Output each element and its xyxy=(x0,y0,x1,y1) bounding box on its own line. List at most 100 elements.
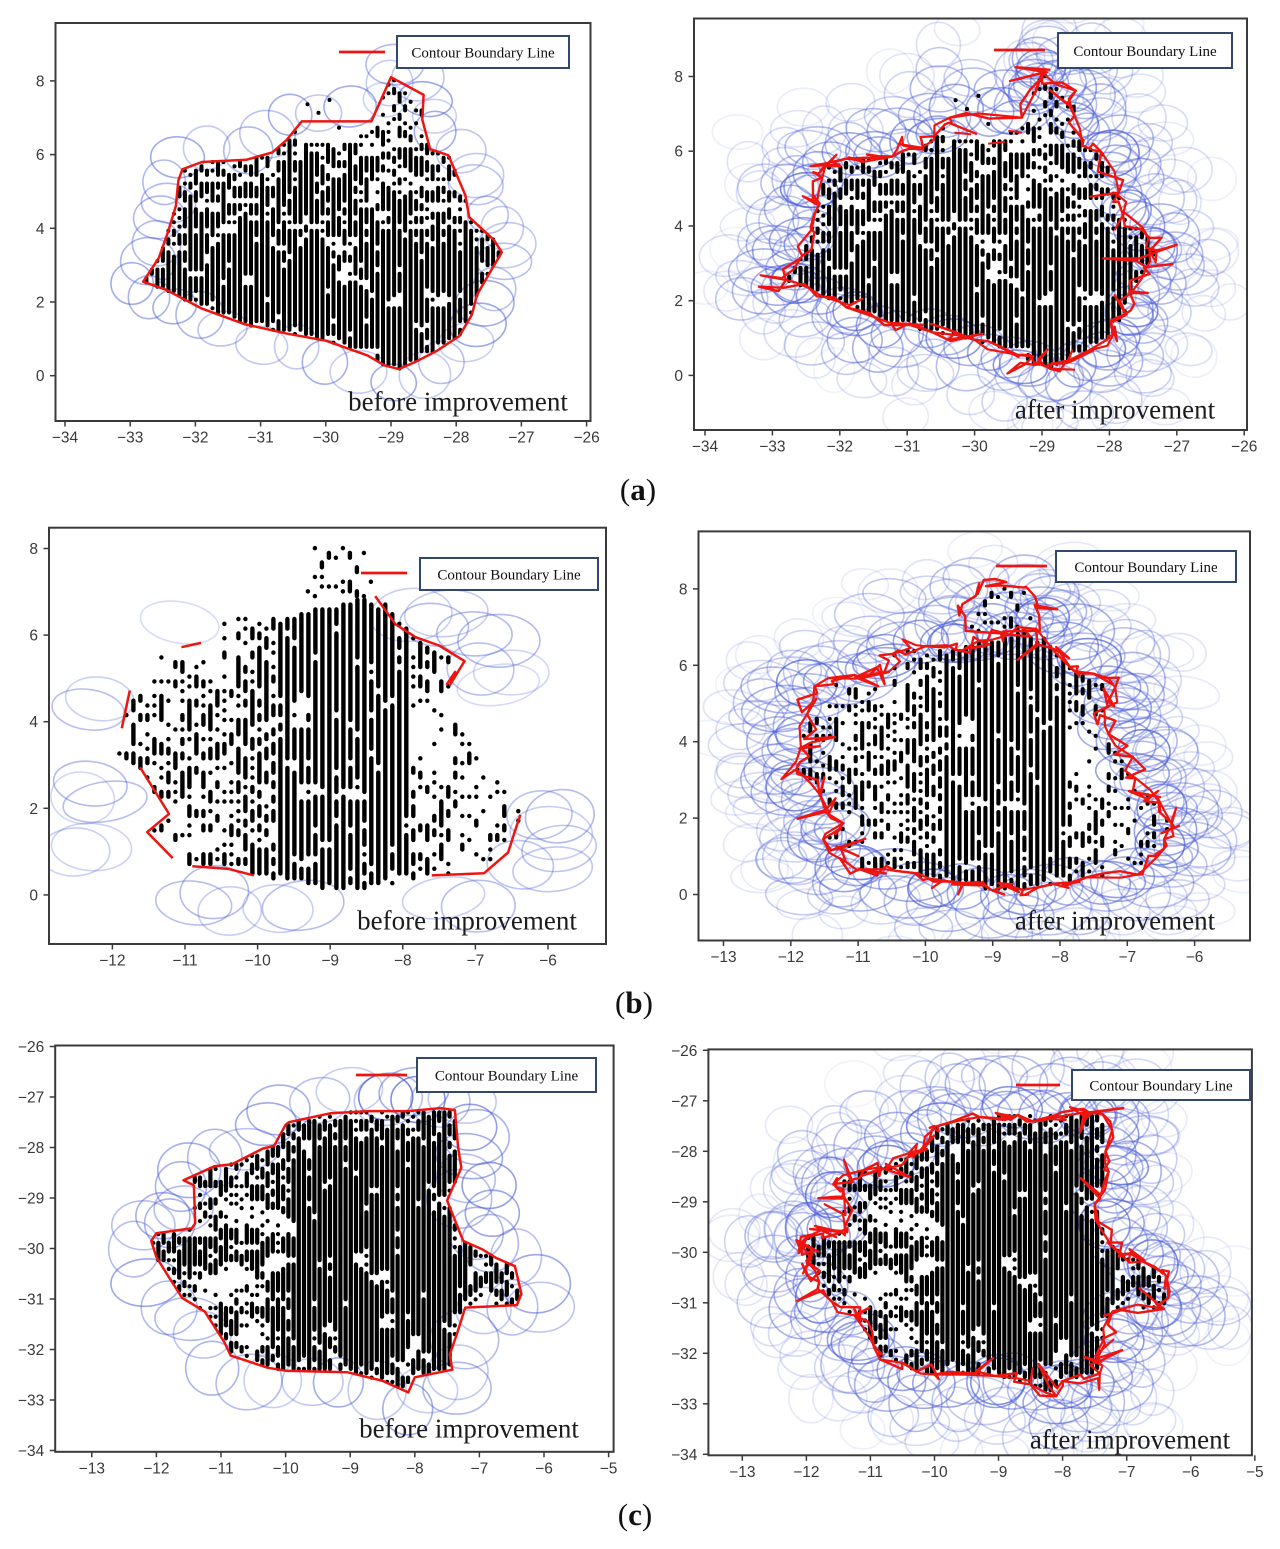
svg-text:(c): (c) xyxy=(618,1497,652,1532)
svg-text:−31: −31 xyxy=(247,430,273,447)
svg-text:−8: −8 xyxy=(1051,949,1069,966)
svg-text:−34: −34 xyxy=(671,1447,698,1464)
svg-text:−9: −9 xyxy=(321,953,339,970)
svg-text:−30: −30 xyxy=(671,1245,698,1262)
svg-text:before improvement: before improvement xyxy=(348,387,568,417)
svg-text:−34: −34 xyxy=(18,1443,45,1460)
svg-text:−11: −11 xyxy=(846,949,871,966)
svg-text:Contour Boundary Line: Contour Boundary Line xyxy=(435,1069,579,1085)
svg-text:8: 8 xyxy=(674,69,683,86)
svg-text:8: 8 xyxy=(29,541,38,558)
svg-text:−28: −28 xyxy=(1096,439,1122,456)
svg-text:−5: −5 xyxy=(600,1460,618,1477)
svg-text:before improvement: before improvement xyxy=(357,906,577,936)
svg-text:−7: −7 xyxy=(467,953,485,970)
svg-text:−26: −26 xyxy=(671,1043,697,1060)
svg-text:−31: −31 xyxy=(894,439,920,456)
svg-text:−33: −33 xyxy=(671,1396,697,1413)
svg-text:−28: −28 xyxy=(18,1140,44,1157)
svg-text:4: 4 xyxy=(36,221,45,238)
svg-text:−29: −29 xyxy=(671,1194,697,1211)
svg-text:Contour Boundary Line: Contour Boundary Line xyxy=(437,568,581,584)
svg-text:−31: −31 xyxy=(671,1295,697,1312)
svg-text:−9: −9 xyxy=(984,949,1002,966)
svg-text:−5: −5 xyxy=(1246,1464,1264,1481)
svg-text:Contour Boundary Line: Contour Boundary Line xyxy=(411,46,555,62)
svg-text:−10: −10 xyxy=(272,1460,299,1477)
svg-text:−30: −30 xyxy=(18,1241,45,1258)
svg-text:2: 2 xyxy=(29,801,38,818)
svg-text:Contour Boundary Line: Contour Boundary Line xyxy=(1074,560,1218,576)
svg-text:−34: −34 xyxy=(52,430,79,447)
svg-text:6: 6 xyxy=(679,658,688,675)
svg-text:−6: −6 xyxy=(539,953,557,970)
svg-text:−12: −12 xyxy=(99,953,125,970)
svg-text:−33: −33 xyxy=(117,430,143,447)
svg-text:0: 0 xyxy=(674,368,683,385)
svg-text:−32: −32 xyxy=(671,1346,697,1363)
svg-text:−11: −11 xyxy=(172,953,197,970)
svg-text:−26: −26 xyxy=(18,1039,44,1056)
svg-text:−12: −12 xyxy=(143,1460,169,1477)
svg-text:−13: −13 xyxy=(710,949,736,966)
svg-text:after improvement: after improvement xyxy=(1015,906,1216,936)
svg-text:−9: −9 xyxy=(341,1460,359,1477)
svg-text:before improvement: before improvement xyxy=(359,1414,579,1444)
svg-text:−7: −7 xyxy=(1118,1464,1136,1481)
svg-text:2: 2 xyxy=(36,295,45,312)
svg-text:−11: −11 xyxy=(208,1460,233,1477)
svg-text:6: 6 xyxy=(36,147,45,164)
svg-text:−31: −31 xyxy=(18,1292,44,1309)
svg-text:−27: −27 xyxy=(18,1090,44,1107)
svg-text:−6: −6 xyxy=(535,1460,553,1477)
svg-text:−7: −7 xyxy=(471,1460,489,1477)
svg-text:−26: −26 xyxy=(573,430,599,447)
svg-text:0: 0 xyxy=(679,887,688,904)
svg-text:−10: −10 xyxy=(244,953,271,970)
svg-text:−6: −6 xyxy=(1182,1464,1200,1481)
svg-text:−34: −34 xyxy=(692,439,719,456)
svg-text:−10: −10 xyxy=(912,949,939,966)
svg-text:−12: −12 xyxy=(793,1464,819,1481)
svg-text:−33: −33 xyxy=(18,1393,44,1410)
svg-text:−27: −27 xyxy=(508,430,534,447)
svg-text:4: 4 xyxy=(674,219,683,236)
svg-text:−9: −9 xyxy=(990,1464,1008,1481)
svg-text:6: 6 xyxy=(29,628,38,645)
svg-text:Contour Boundary Line: Contour Boundary Line xyxy=(1073,44,1217,60)
svg-text:−32: −32 xyxy=(182,430,208,447)
svg-text:−8: −8 xyxy=(1054,1464,1072,1481)
svg-text:8: 8 xyxy=(36,73,45,90)
svg-text:4: 4 xyxy=(679,734,688,751)
svg-text:−29: −29 xyxy=(378,430,404,447)
svg-text:(a): (a) xyxy=(620,472,656,507)
svg-text:−33: −33 xyxy=(759,439,785,456)
svg-text:Contour Boundary Line: Contour Boundary Line xyxy=(1089,1079,1233,1095)
svg-text:−8: −8 xyxy=(406,1460,424,1477)
svg-text:after improvement: after improvement xyxy=(1030,1425,1231,1455)
svg-text:8: 8 xyxy=(679,581,688,598)
svg-text:−32: −32 xyxy=(827,439,853,456)
svg-text:−27: −27 xyxy=(1164,439,1190,456)
svg-text:(b): (b) xyxy=(615,985,653,1020)
svg-text:after improvement: after improvement xyxy=(1015,395,1216,425)
svg-text:−30: −30 xyxy=(961,439,988,456)
svg-text:−11: −11 xyxy=(858,1464,883,1481)
svg-text:6: 6 xyxy=(674,144,683,161)
svg-text:−29: −29 xyxy=(18,1191,44,1208)
svg-text:−10: −10 xyxy=(921,1464,948,1481)
svg-text:−13: −13 xyxy=(79,1460,105,1477)
svg-text:−29: −29 xyxy=(1029,439,1055,456)
svg-text:−27: −27 xyxy=(671,1093,697,1110)
svg-text:−28: −28 xyxy=(671,1144,697,1161)
svg-text:−12: −12 xyxy=(778,949,804,966)
svg-text:0: 0 xyxy=(36,368,45,385)
svg-text:2: 2 xyxy=(679,811,688,828)
svg-text:−6: −6 xyxy=(1186,949,1204,966)
svg-text:2: 2 xyxy=(674,293,683,310)
svg-text:−7: −7 xyxy=(1118,949,1136,966)
svg-text:−26: −26 xyxy=(1231,439,1257,456)
svg-text:−8: −8 xyxy=(394,953,412,970)
svg-text:−13: −13 xyxy=(729,1464,755,1481)
svg-text:−32: −32 xyxy=(18,1342,44,1359)
